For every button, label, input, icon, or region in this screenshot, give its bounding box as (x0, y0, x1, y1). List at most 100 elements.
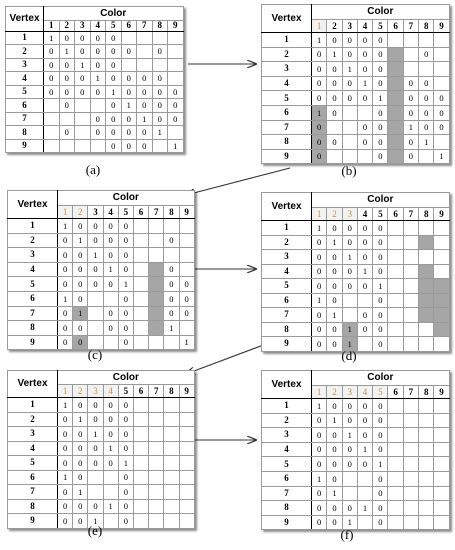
vertex-number: 2 (261, 412, 312, 429)
matrix-cell (418, 398, 435, 414)
matrix-cell: 0 (105, 138, 122, 153)
matrix-cell: 0 (89, 44, 106, 59)
matrix-cell: 1 (178, 334, 195, 351)
matrix-cell: 0 (120, 125, 137, 140)
matrix-cell (178, 469, 195, 485)
matrix-cell: 0 (310, 514, 328, 531)
matrix-cell: 1 (372, 456, 389, 472)
vertex-number: 7 (7, 484, 58, 500)
matrix-cell (433, 500, 450, 516)
vertex-number: 1 (7, 218, 58, 234)
vertex-number: 9 (7, 513, 58, 529)
color-number: 1 (43, 20, 60, 32)
matrix-cell: 1 (310, 32, 328, 48)
matrix-cell (402, 412, 420, 429)
matrix-cell: 0 (56, 276, 74, 292)
color-number: 7 (402, 19, 420, 33)
matrix-cell: 0 (43, 84, 60, 99)
matrix-cell (43, 125, 60, 140)
matrix-cell: 1 (167, 138, 184, 153)
matrix-cell (387, 514, 404, 531)
vertex-number: 7 (261, 119, 312, 136)
vertex-number: 8 (261, 500, 312, 516)
matrix-cell: 0 (372, 46, 389, 63)
matrix-cell: 0 (356, 398, 374, 414)
vertex-number: 4 (261, 75, 312, 92)
matrix-cell (433, 470, 450, 487)
matrix-cell: 0 (372, 427, 389, 443)
matrix-cell: 0 (72, 426, 89, 442)
color-number: 4 (356, 385, 374, 399)
matrix-cell (89, 98, 106, 113)
panel-f: Vertex Color 1 2 3 4 5 6 7 8 9 1 1 0 0 0 0 2 0 1 0 0 0 3 0 0 1 0 0 4 0… (261, 370, 450, 531)
matrix-cell (402, 485, 420, 502)
caption-e: (e) (87, 523, 103, 538)
vertex-number: 2 (7, 411, 58, 427)
matrix-cell (178, 320, 195, 336)
vertex-number: 3 (7, 247, 58, 263)
matrix-cell: 0 (356, 46, 374, 63)
matrix-cell (387, 398, 404, 414)
matrix-cell (418, 470, 435, 487)
matrix-cell: 0 (89, 84, 106, 99)
matrix-cell: 0 (372, 500, 389, 516)
matrix-cell: 0 (372, 32, 389, 48)
matrix-cell (433, 427, 450, 443)
vertex-number: 6 (5, 98, 44, 113)
panel-e: Vertex Color 1 2 3 4 5 6 7 8 9 1 1 0 0 0 0 2 0 1 0 0 0 3 0 0 1 0 0 4 0… (7, 370, 195, 529)
color-number: 9 (178, 384, 195, 398)
color-header: Color (311, 370, 450, 386)
matrix-cell (163, 469, 180, 485)
matrix-cell: 0 (105, 125, 122, 140)
matrix-cell: 0 (372, 119, 389, 136)
vertex-number: 9 (5, 138, 44, 153)
matrix-cell (132, 276, 150, 292)
matrix-cell (178, 513, 195, 529)
color-number: 1 (56, 384, 74, 398)
matrix-cell (387, 427, 404, 443)
matrix-cell (356, 292, 374, 308)
matrix-cell (402, 278, 420, 294)
matrix-cell (132, 334, 150, 351)
matrix-cell: 0 (341, 90, 358, 106)
matrix-cell (433, 249, 450, 265)
matrix-cell: 0 (43, 71, 60, 86)
vertex-number: 7 (7, 305, 58, 322)
vertex-number: 5 (261, 278, 312, 294)
vertex-number: 1 (5, 30, 44, 45)
matrix-cell (433, 75, 450, 92)
matrix-cell: 0 (102, 276, 119, 292)
matrix-cell (74, 138, 91, 153)
matrix-cell: 1 (151, 125, 168, 140)
matrix-cell: 0 (356, 427, 374, 443)
matrix-cell: 0 (163, 276, 180, 292)
matrix-cell (167, 57, 184, 72)
matrix-cell (402, 46, 420, 63)
color-number: 6 (120, 20, 137, 32)
matrix-cell: 0 (87, 397, 104, 413)
matrix-cell: 1 (402, 119, 420, 136)
matrix-cell: 0 (326, 321, 343, 337)
matrix-cell: 1 (120, 98, 137, 113)
matrix-cell: 0 (418, 46, 435, 63)
color-number: 3 (341, 19, 358, 33)
color-number: 5 (372, 207, 389, 221)
matrix-cell (163, 397, 180, 413)
matrix-cell: 0 (56, 320, 74, 336)
color-number: 2 (326, 385, 343, 399)
matrix-cell (418, 485, 435, 502)
matrix-cell: 0 (87, 498, 104, 514)
matrix-cell: 1 (105, 84, 122, 99)
matrix-cell (433, 263, 450, 279)
color-number: 5 (105, 20, 122, 32)
matrix-cell: 0 (117, 397, 134, 413)
matrix-cell (148, 305, 165, 322)
matrix-cell: 1 (117, 276, 134, 292)
matrix-cell (433, 220, 450, 236)
matrix-cell (132, 513, 150, 529)
